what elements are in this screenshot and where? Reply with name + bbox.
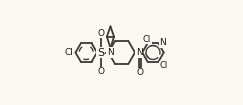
Text: Cl: Cl	[160, 61, 168, 70]
Text: N: N	[136, 48, 143, 57]
Text: O: O	[136, 68, 143, 77]
Text: Cl: Cl	[65, 48, 74, 57]
Text: N: N	[107, 48, 114, 57]
Text: O: O	[97, 67, 104, 76]
Text: N: N	[159, 38, 166, 47]
Text: S: S	[97, 47, 104, 58]
Text: Cl: Cl	[143, 35, 151, 44]
Text: O: O	[97, 29, 104, 38]
